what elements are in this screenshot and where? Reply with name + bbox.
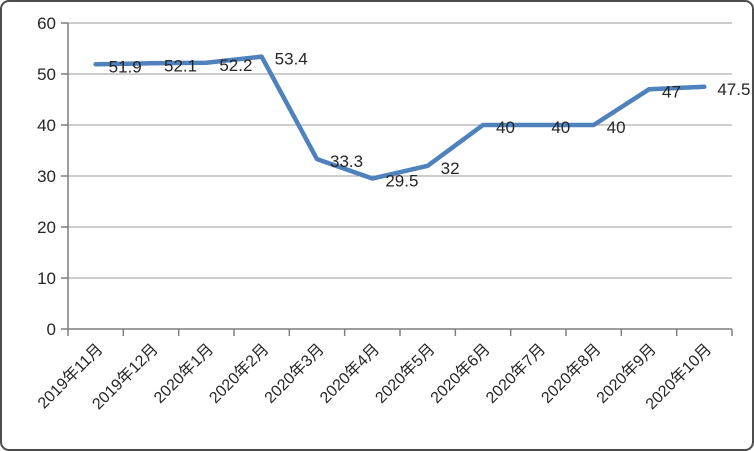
data-label: 40: [551, 118, 570, 137]
data-label: 52.1: [164, 56, 197, 75]
data-label: 52.2: [219, 56, 252, 75]
data-label: 47: [662, 82, 681, 101]
data-label: 51.9: [109, 57, 142, 76]
data-label: 29.5: [385, 172, 418, 191]
data-label: 40: [607, 118, 626, 137]
data-label: 32: [441, 159, 460, 178]
data-label: 47.5: [717, 80, 750, 99]
y-axis-tick-label: 40: [37, 116, 56, 135]
y-axis-tick-label: 50: [37, 65, 56, 84]
y-axis-tick-label: 10: [37, 269, 56, 288]
y-axis-tick-label: 0: [47, 320, 56, 339]
data-label: 53.4: [275, 50, 308, 69]
y-axis-tick-label: 20: [37, 218, 56, 237]
line-series: [93, 54, 707, 181]
y-axis-tick-label: 60: [37, 14, 56, 33]
data-label: 33.3: [330, 152, 363, 171]
data-label: 40: [496, 118, 515, 137]
y-axis-tick-label: 30: [37, 167, 56, 186]
